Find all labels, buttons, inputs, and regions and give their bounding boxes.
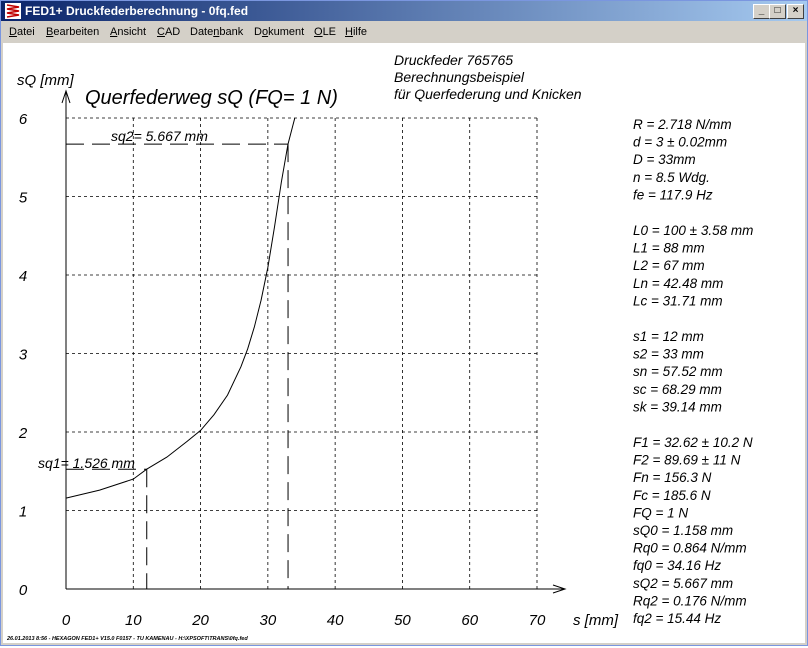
close-button[interactable]: × [787,4,804,19]
maximize-button[interactable]: □ [769,4,786,19]
result-line: sc = 68.29 mm [633,382,722,397]
spring-app-icon [5,3,21,19]
result-line: FQ = 1 N [633,505,688,520]
y-tick-label: 3 [19,347,28,364]
result-line: L0 = 100 ± 3.58 mm [633,223,753,238]
tick-labels: 0 10 20 30 40 50 60 70 0 1 2 3 4 5 6 [18,111,546,629]
result-line: fq2 = 15.44 Hz [633,611,721,626]
y-tick-label: 2 [18,425,28,442]
result-line: sQ0 = 1.158 mm [633,523,733,538]
x-tick-label: 20 [191,612,209,629]
result-line: Fn = 156.3 N [633,470,712,485]
document-area: 0 10 20 30 40 50 60 70 0 1 2 3 4 5 6 sQ [mm] s [mm] Qu… [3,43,805,643]
sq2-annotation: sq2= 5.667 mm [111,128,208,144]
result-line: d = 3 ± 0.02mm [633,135,727,150]
menu-cad[interactable]: CAD [157,26,181,38]
result-line: s1 = 12 mm [633,329,704,344]
menu-hilfe[interactable]: Hilfe [345,26,368,38]
window-title: FED1+ Druckfederberechnung - 0fq.fed [25,4,249,18]
x-tick-label: 10 [125,612,142,629]
x-tick-label: 0 [62,612,71,629]
result-line: L2 = 67 mm [633,258,705,273]
result-line: sQ2 = 5.667 mm [633,576,733,591]
result-line: sk = 39.14 mm [633,399,722,414]
menu-ansicht[interactable]: Ansicht [110,26,147,38]
x-axis-label: s [mm] [573,612,619,629]
title-bar[interactable]: FED1+ Druckfederberechnung - 0fq.fed _ □… [1,1,807,21]
result-line: R = 2.718 N/mm [633,117,732,132]
y-tick-label: 1 [19,504,27,521]
sq-curve [65,117,296,499]
annotation-guides [66,143,289,589]
y-axis-arrow [61,89,71,104]
y-axis-label: sQ [mm] [17,72,74,89]
minimize-button[interactable]: _ [753,4,770,19]
x-axis-arrow [552,584,567,594]
x-tick-label: 30 [260,612,277,629]
menu-dokument[interactable]: Dokument [254,26,305,38]
x-tick-label: 60 [461,612,478,629]
footer-info: 26.01.2013 8:56 - HEXAGON FED1+ V15.0 F0… [6,636,248,642]
x-tick-label: 40 [327,612,344,629]
sq1-annotation: sq1= 1.526 mm [38,455,135,471]
example-label: Berechnungsbeispiel [394,69,525,85]
result-line: Lc = 31.71 mm [633,293,723,308]
description-label: für Querfederung und Knicken [394,86,582,102]
chart-axes [61,89,567,594]
menu-bar: Datei Bearbeiten Ansicht CAD Datenbank D… [1,22,807,42]
result-line: L1 = 88 mm [633,241,705,256]
result-line: n = 8.5 Wdg. [633,170,710,185]
y-tick-label: 0 [19,582,28,599]
result-line: Rq0 = 0.864 N/mm [633,541,747,556]
y-tick-label: 6 [19,111,28,128]
results-panel: R = 2.718 N/mm d = 3 ± 0.02mm D = 33mm n = … [633,117,753,626]
y-tick-label: 5 [19,190,28,207]
result-line: F1 = 32.62 ± 10.2 N [633,435,753,450]
menu-datei[interactable]: Datei [9,26,35,38]
result-line: D = 33mm [633,152,696,167]
spring-name: Druckfeder 765765 [394,52,513,68]
result-line: Ln = 42.48 mm [633,276,723,291]
result-line: Rq2 = 0.176 N/mm [633,593,747,608]
chart-grid [66,117,538,589]
menu-ole[interactable]: OLE [314,26,337,38]
spring-chart: 0 10 20 30 40 50 60 70 0 1 2 3 4 5 6 sQ [mm] s [mm] Qu… [6,52,753,642]
y-tick-label: 4 [19,268,27,285]
x-tick-label: 70 [529,612,546,629]
result-line: s2 = 33 mm [633,347,704,362]
result-line: sn = 57.52 mm [633,364,723,379]
menu-datenbank[interactable]: Datenbank [190,26,244,38]
result-line: fq0 = 34.16 Hz [633,558,721,573]
result-line: F2 = 89.69 ± 11 N [633,453,741,468]
chart-title: Querfederweg sQ (FQ= 1 N) [85,87,338,109]
x-tick-label: 50 [394,612,411,629]
result-line: fe = 117.9 Hz [633,187,713,202]
result-line: Fc = 185.6 N [633,488,711,503]
menu-bearbeiten[interactable]: Bearbeiten [46,26,100,38]
